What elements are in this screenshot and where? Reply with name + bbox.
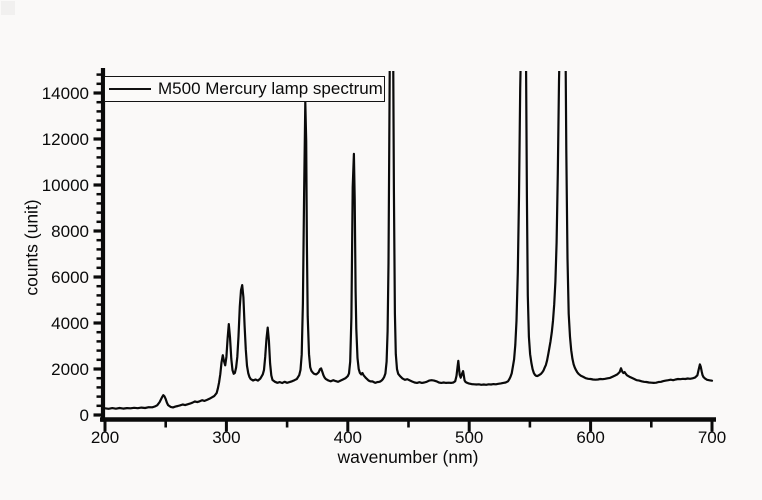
x-tick-label: 300: [212, 428, 240, 447]
y-tick-label: 12000: [42, 130, 89, 149]
y-tick-label: 8000: [51, 222, 89, 241]
y-tick-label: 2000: [51, 360, 89, 379]
legend-line-sample-icon: [109, 88, 151, 90]
x-tick-label: 500: [455, 428, 483, 447]
y-tick-label: 14000: [42, 84, 89, 103]
x-tick-label: 400: [334, 428, 362, 447]
y-tick-label: 4000: [51, 314, 89, 333]
x-axis-title: wavenumber (nm): [337, 447, 479, 467]
y-tick-label: 0: [80, 406, 89, 425]
x-tick-label: 700: [698, 428, 726, 447]
legend-label: M500 Mercury lamp spectrum: [158, 78, 383, 98]
spectrum-line: [103, 71, 714, 410]
x-tick-label: 200: [91, 428, 119, 447]
y-tick-label: 6000: [51, 268, 89, 287]
x-tick-label: 600: [576, 428, 604, 447]
y-tick-label: 10000: [42, 176, 89, 195]
y-axis-title: counts (unit): [21, 199, 42, 296]
legend-box: M500 Mercury lamp spectrum: [104, 76, 385, 102]
corner-artifact: [1, 1, 15, 15]
